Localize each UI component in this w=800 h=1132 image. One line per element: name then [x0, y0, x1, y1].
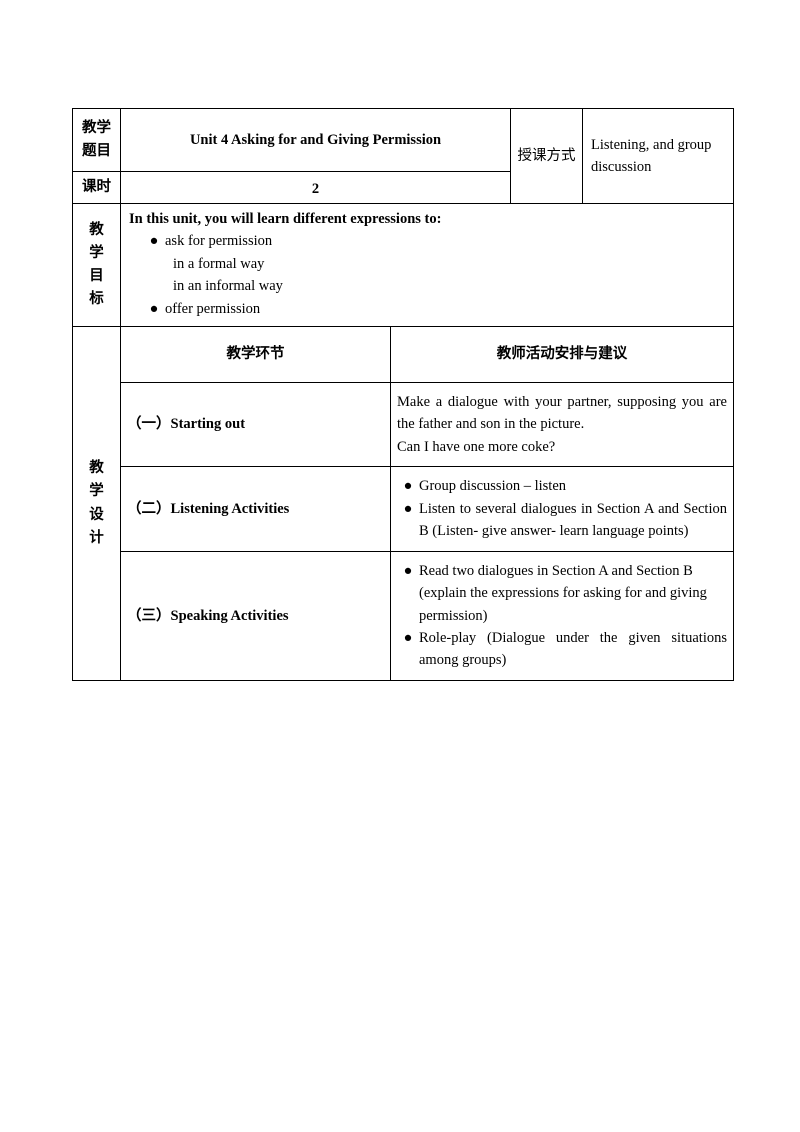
page-container: 教学 题目 Unit 4 Asking for and Giving Permi…	[0, 0, 800, 681]
bullet-item: ● Read two dialogues in Section A and Se…	[397, 560, 727, 627]
bullet-text: Read two dialogues in Section A and Sect…	[419, 560, 727, 627]
bullet-item: ● Group discussion – listen	[397, 475, 727, 497]
bullet-text: offer permission	[165, 298, 725, 320]
design-col1-header: 教学环节	[121, 327, 391, 382]
label-text: 教	[79, 219, 114, 242]
bullet-icon: ●	[397, 560, 419, 582]
objectives-label-cell: 教 学 目 标	[73, 203, 121, 326]
method-cell: Listening, and group discussion	[583, 109, 734, 204]
stage-cell: （二）Listening Activities	[121, 467, 391, 551]
topic-cell: Unit 4 Asking for and Giving Permission	[121, 109, 511, 172]
topic-label-cell: 教学 题目	[73, 109, 121, 172]
label-text: 计	[79, 527, 114, 550]
header-text: 教师活动安排与建议	[497, 346, 628, 362]
bullet-icon: ●	[143, 230, 165, 252]
period-label-cell: 课时	[73, 172, 121, 203]
label-text: 学	[79, 242, 114, 265]
bullet-item: ● Role-play (Dialogue under the given si…	[397, 627, 727, 672]
bullet-icon: ●	[143, 298, 165, 320]
sub-text: in a formal way	[129, 253, 725, 275]
bullet-item: ● offer permission	[129, 298, 725, 320]
table-row: 教 学 目 标 In this unit, you will learn dif…	[73, 203, 734, 326]
bullet-icon: ●	[397, 627, 419, 649]
method-text: Listening, and group discussion	[591, 137, 711, 175]
stage-content-cell: ● Read two dialogues in Section A and Se…	[391, 551, 734, 680]
period-value-cell: 2	[121, 172, 511, 203]
stage-title: （二）Listening Activities	[127, 501, 289, 517]
label-text: 学	[79, 480, 114, 503]
bullet-icon: ●	[397, 475, 419, 497]
label-text: 教	[79, 457, 114, 480]
method-label-cell: 授课方式	[511, 109, 583, 204]
bullet-item: ● Listen to several dialogues in Section…	[397, 498, 727, 543]
table-row: （一）Starting out Make a dialogue with you…	[73, 382, 734, 466]
design-label: 教 学 设 计	[79, 457, 114, 550]
label-text: 题目	[79, 140, 114, 163]
sub-text: in an informal way	[129, 275, 725, 297]
label-text: 设	[79, 504, 114, 527]
objectives-intro: In this unit, you will learn different e…	[129, 208, 725, 230]
stage-title: （一）Starting out	[127, 416, 245, 432]
label-text: 教学	[79, 117, 114, 140]
bullet-text: Listen to several dialogues in Section A…	[419, 498, 727, 543]
objectives-label: 教 学 目 标	[79, 219, 114, 312]
bullet-text: Role-play (Dialogue under the given situ…	[419, 627, 727, 672]
stage-content-cell: Make a dialogue with your partner, suppo…	[391, 382, 734, 466]
lesson-plan-table: 教学 题目 Unit 4 Asking for and Giving Permi…	[72, 108, 734, 681]
label-text: 目	[79, 265, 114, 288]
bullet-text: Group discussion – listen	[419, 475, 727, 497]
design-label-cell: 教 学 设 计	[73, 327, 121, 681]
bullet-icon: ●	[397, 498, 419, 520]
period-value: 2	[312, 181, 319, 197]
stage-cell: （三）Speaking Activities	[121, 551, 391, 680]
period-label: 课时	[82, 179, 111, 195]
table-row: （二）Listening Activities ● Group discussi…	[73, 467, 734, 551]
topic-label: 教学 题目	[79, 117, 114, 163]
bullet-item: ● ask for permission	[129, 230, 725, 252]
topic-text: Unit 4 Asking for and Giving Permission	[190, 132, 441, 148]
stage-title: （三）Speaking Activities	[127, 608, 289, 624]
header-text: 教学环节	[227, 346, 285, 362]
table-row: （三）Speaking Activities ● Read two dialog…	[73, 551, 734, 680]
method-label: 授课方式	[518, 148, 576, 164]
content-line: Can I have one more coke?	[397, 436, 727, 458]
stage-cell: （一）Starting out	[121, 382, 391, 466]
objectives-cell: In this unit, you will learn different e…	[121, 203, 734, 326]
stage-content-cell: ● Group discussion – listen ● Listen to …	[391, 467, 734, 551]
table-row: 教 学 设 计 教学环节 教师活动安排与建议	[73, 327, 734, 382]
label-text: 标	[79, 288, 114, 311]
design-col2-header: 教师活动安排与建议	[391, 327, 734, 382]
table-row: 教学 题目 Unit 4 Asking for and Giving Permi…	[73, 109, 734, 172]
content-line: Make a dialogue with your partner, suppo…	[397, 391, 727, 436]
bullet-text: ask for permission	[165, 230, 725, 252]
